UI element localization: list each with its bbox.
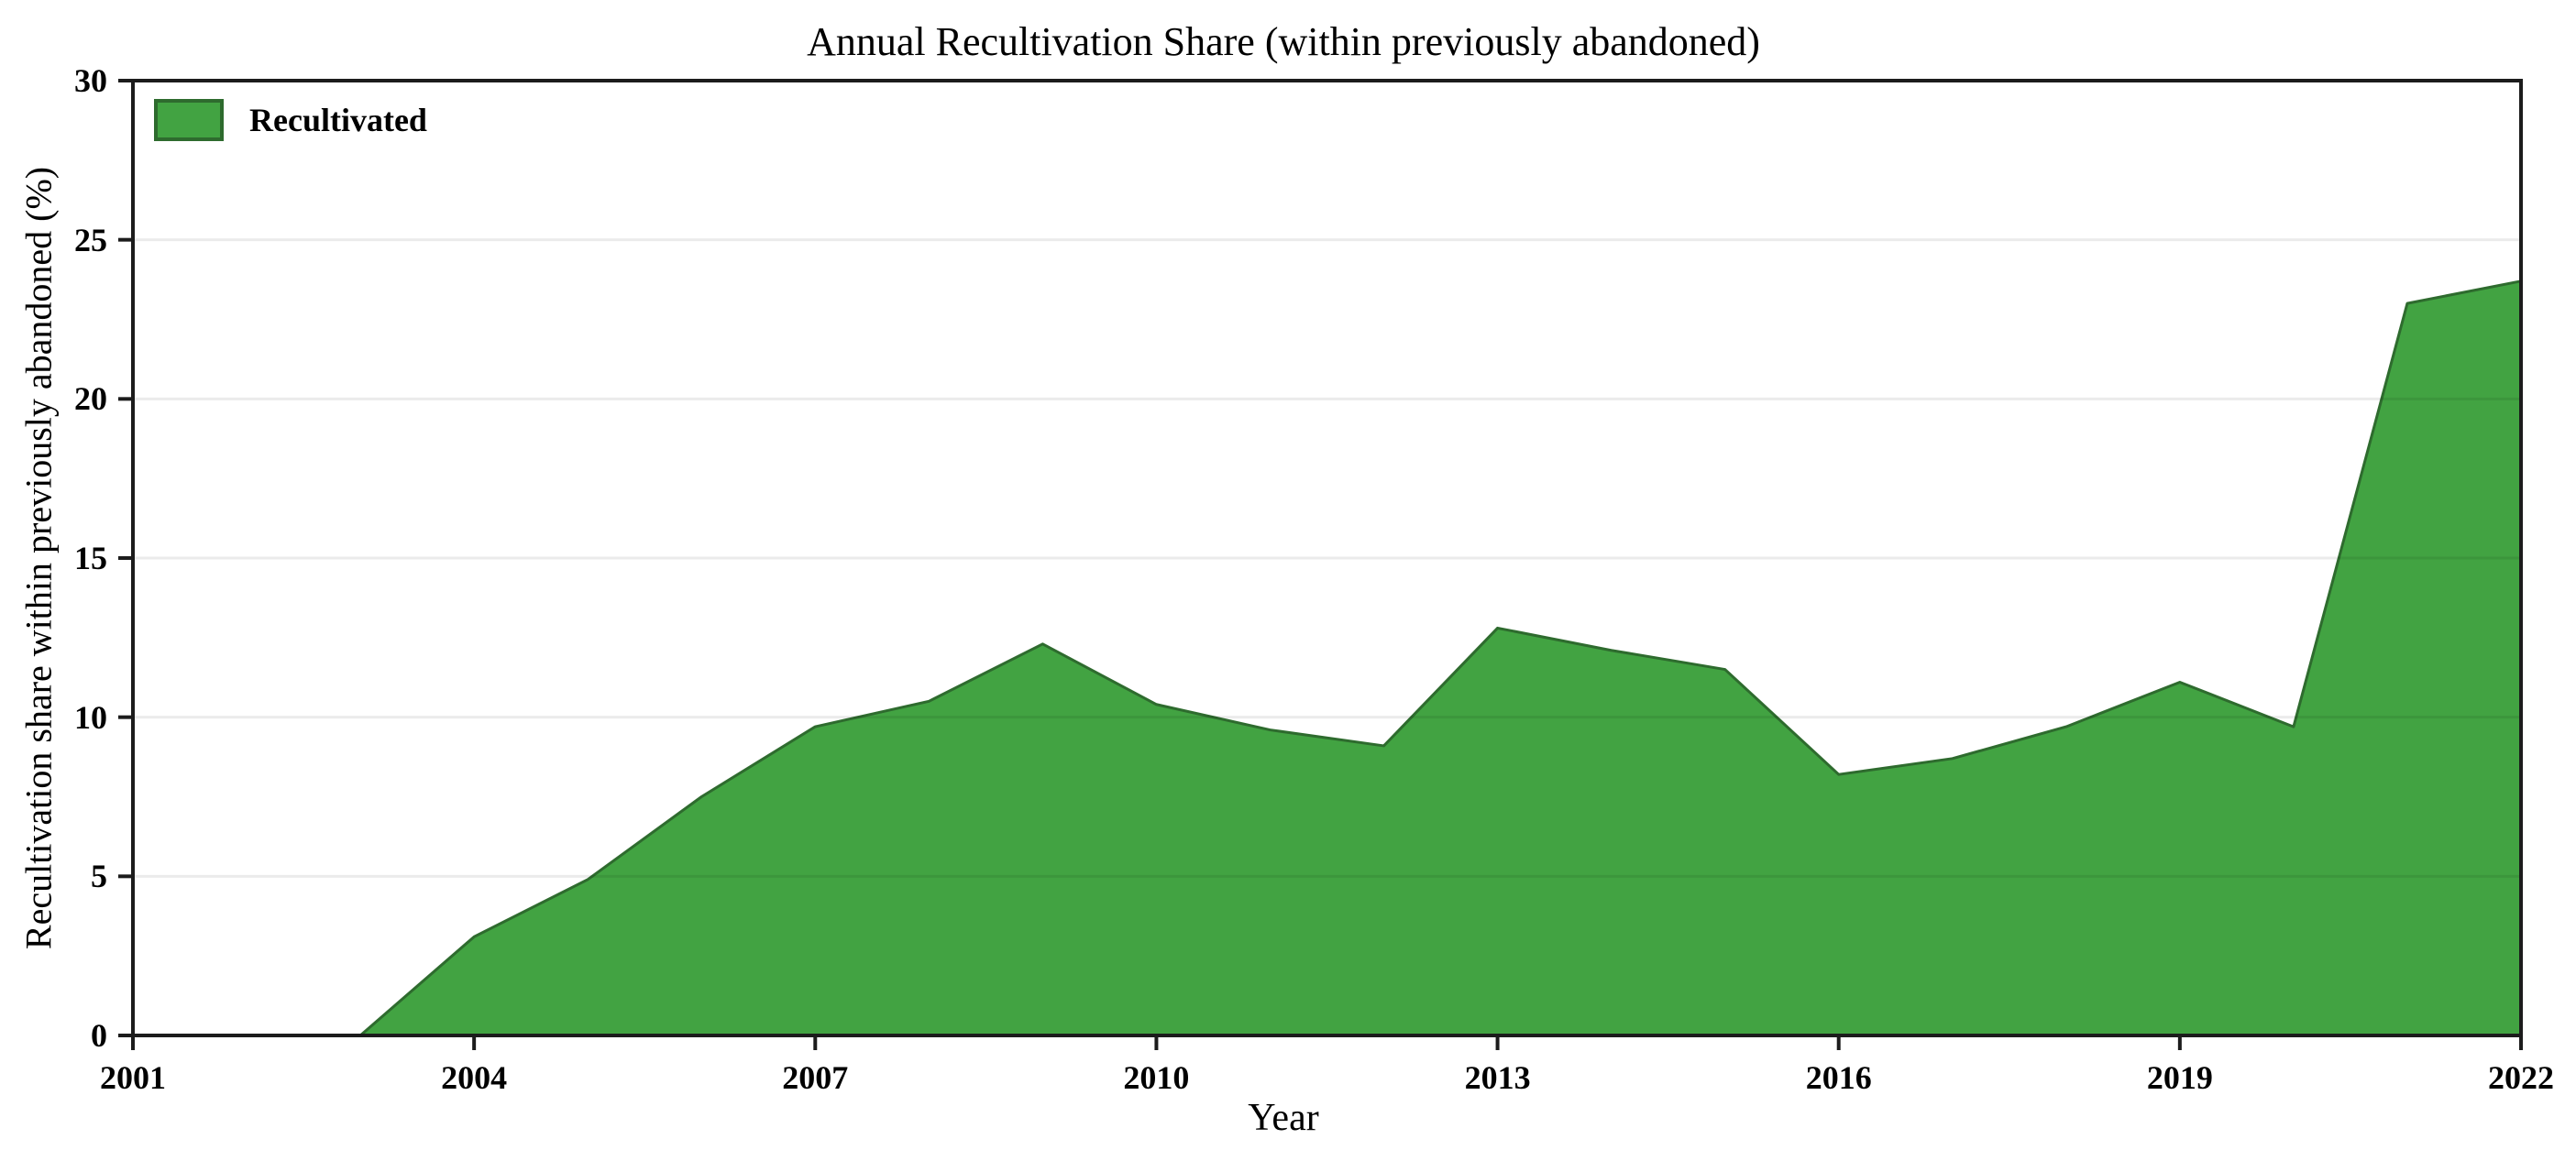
y-tick-label-30: 30 bbox=[74, 62, 107, 99]
gridlines bbox=[133, 238, 2521, 878]
x-tick-label-2022: 2022 bbox=[2488, 1059, 2554, 1096]
y-tick-label-20: 20 bbox=[74, 380, 107, 418]
axis-ticks bbox=[118, 79, 2523, 1050]
x-tick-label-2016: 2016 bbox=[1805, 1059, 1872, 1096]
y-tick-label-15: 15 bbox=[74, 540, 107, 576]
x-tick-label-2010: 2010 bbox=[1123, 1059, 1190, 1096]
chart-title: Annual Recultivation Share (within previ… bbox=[807, 19, 1760, 64]
x-tick-label-2004: 2004 bbox=[441, 1059, 508, 1096]
x-tick-label-2001: 2001 bbox=[100, 1059, 166, 1096]
y-axis-label: Recultivation share within previously ab… bbox=[17, 166, 60, 950]
recultivated-area-series bbox=[131, 279, 2523, 1037]
x-tick-label-2007: 2007 bbox=[782, 1059, 849, 1096]
x-tick-label-2013: 2013 bbox=[1464, 1059, 1531, 1096]
recultivated-area-path bbox=[131, 279, 2523, 1037]
legend: Recultivated bbox=[154, 99, 427, 141]
legend-label: Recultivated bbox=[249, 102, 427, 138]
y-tick-label-10: 10 bbox=[74, 698, 107, 736]
x-axis-label: Year bbox=[1248, 1097, 1319, 1139]
y-tick-label-25: 25 bbox=[74, 221, 107, 258]
legend-swatch-recultivated bbox=[154, 99, 224, 141]
x-tick-label-2019: 2019 bbox=[2146, 1059, 2213, 1096]
y-tick-label-0: 0 bbox=[91, 1017, 107, 1054]
y-tick-label-5: 5 bbox=[91, 858, 107, 895]
